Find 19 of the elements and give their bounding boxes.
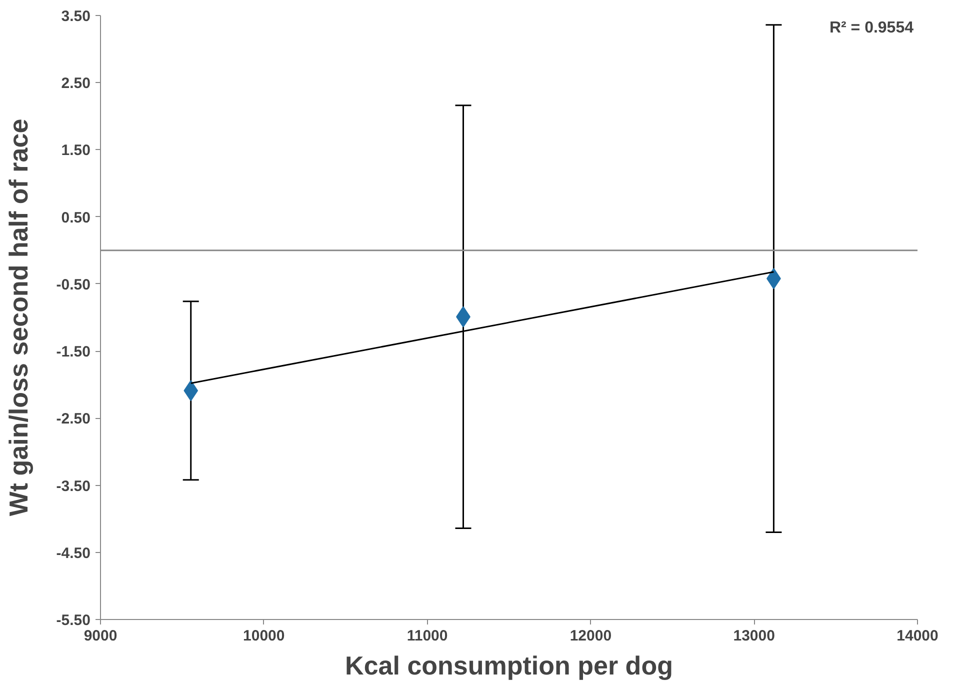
x-tick-label: 9000	[84, 628, 118, 644]
y-tick-label: -4.50	[56, 544, 91, 562]
y-tick-label: -0.50	[56, 276, 91, 294]
y-tick-label: -1.50	[56, 344, 91, 361]
annotation: R² = 0.9554	[829, 20, 914, 36]
x-tick-label: 11000	[406, 628, 448, 644]
x-tick-label: 12000	[570, 628, 612, 644]
y-tick-label: -3.50	[56, 478, 91, 495]
x-tick-label: 10000	[243, 628, 285, 644]
y-tick-label: 0.50	[61, 209, 91, 226]
y-axis-title: Wt gain/loss second half of race	[3, 118, 34, 516]
y-tick-label: -2.50	[56, 410, 91, 428]
y-tick-label: 1.50	[61, 142, 91, 160]
y-tick-label: 3.50	[61, 8, 91, 25]
y-tick-label: -5.50	[56, 612, 91, 629]
x-tick-label: 14000	[896, 628, 938, 644]
x-tick-label: 13000	[733, 628, 775, 644]
y-tick-label: 2.50	[61, 75, 91, 92]
x-axis-title: Kcal consumption per dog	[345, 650, 673, 680]
